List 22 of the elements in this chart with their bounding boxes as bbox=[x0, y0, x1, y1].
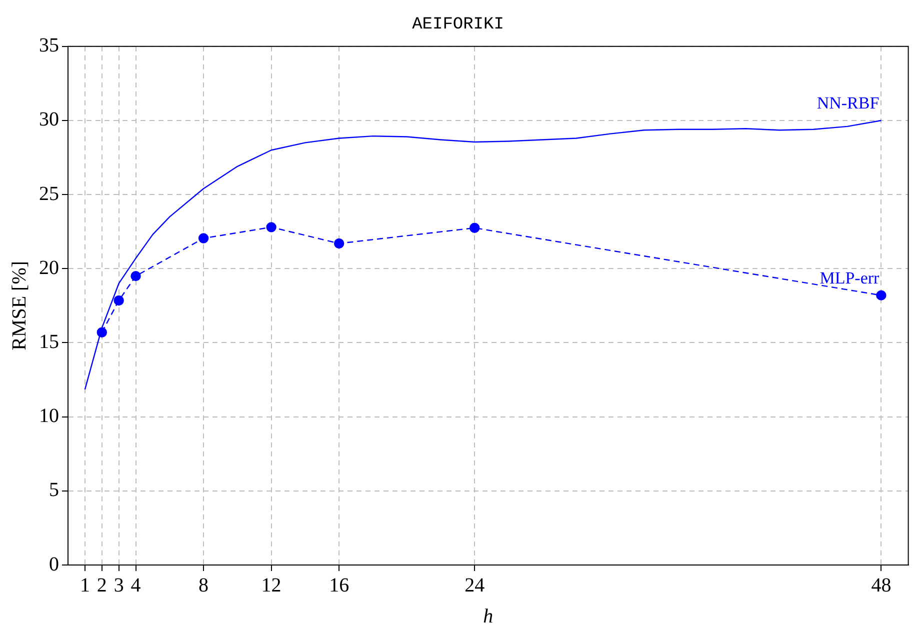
y-axis-title: RMSE [%] bbox=[8, 260, 30, 350]
x-tick-label: 3 bbox=[114, 574, 124, 596]
y-tick-label: 25 bbox=[39, 182, 59, 205]
x-tick-label: 4 bbox=[130, 574, 141, 596]
y-tick-label: 0 bbox=[49, 553, 59, 576]
series-label: MLP-err bbox=[820, 268, 880, 288]
x-tick-label: 1 bbox=[80, 574, 90, 596]
y-tick-label: 10 bbox=[39, 405, 59, 428]
y-tick-label: 30 bbox=[39, 108, 59, 131]
y-tick-label: 20 bbox=[39, 256, 59, 279]
x-tick-label: 24 bbox=[464, 574, 485, 596]
y-tick-label: 35 bbox=[39, 34, 59, 57]
y-tick-label: 5 bbox=[49, 479, 59, 502]
x-tick-label: 48 bbox=[871, 574, 892, 596]
y-tick-label: 15 bbox=[39, 330, 59, 353]
x-tick-label: 16 bbox=[329, 574, 350, 596]
x-axis-title: h bbox=[483, 605, 494, 628]
chart-title: AEIFORIKI bbox=[412, 16, 504, 35]
x-tick-label: 12 bbox=[261, 574, 282, 596]
series-label: NN-RBF bbox=[816, 93, 880, 112]
x-tick-label: 2 bbox=[96, 574, 107, 596]
x-tick-label: 8 bbox=[198, 574, 209, 596]
